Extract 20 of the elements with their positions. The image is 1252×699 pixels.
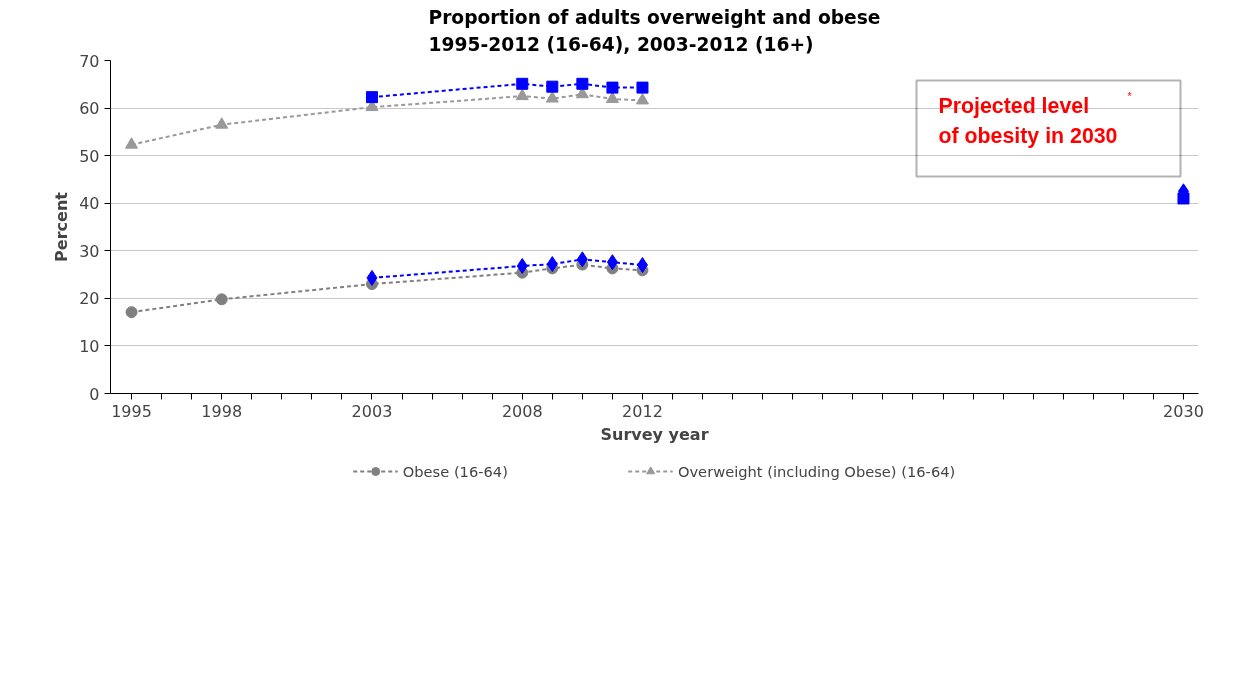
y-tick-label: 20 [79,289,100,309]
y-tick-label: 30 [79,241,100,261]
y-tick-label: 50 [79,146,100,166]
x-tick-label: 1995 [111,401,152,421]
y-tick-label: 40 [79,194,100,214]
x-tick-label: 2030 [1163,401,1204,421]
y-tick-label: 60 [79,99,100,119]
legend-label: Overweight (including Obese) (16-64) [677,462,956,480]
x-tick-label: 2003 [351,401,393,421]
y-tick-label: 70 [79,51,100,71]
y-axis-title: Percent [52,191,72,262]
chart-title: Proportion of adults overweight and obese 1995-2012 (16-64), 2003-2012 (16+) [428,7,881,56]
x-tick-label: 2012 [622,401,663,421]
text: Projected level* of obesity in 2030 [938,89,1132,148]
y-tick-label: 10 [79,336,100,356]
y-tick-label: 0 [89,384,100,404]
legend-label: Obese (16-64) [402,462,508,480]
x-tick-label: 2008 [501,401,543,421]
x-axis-title: Survey year [600,424,709,444]
x-tick-label: 1998 [201,401,243,421]
